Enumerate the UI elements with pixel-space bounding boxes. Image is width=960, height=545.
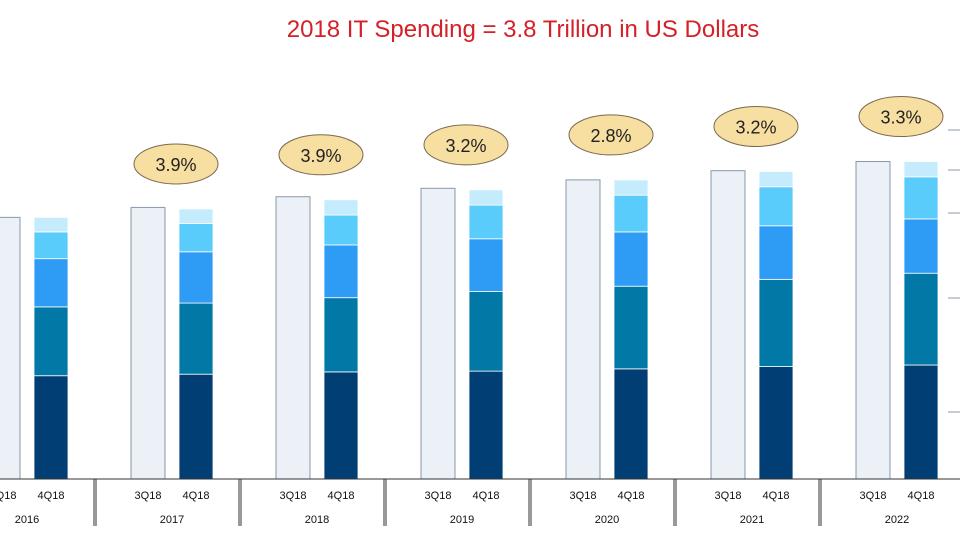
bar-4q18-2020-segment-3 (613, 231, 649, 287)
bar-3q18-2021 (710, 170, 746, 480)
growth-label-2017: 3.9% (155, 155, 196, 175)
bar-4q18-2018-segment-4 (323, 214, 359, 246)
year-label-2019: 2019 (450, 514, 474, 526)
bar-4q18-2016-segment-3 (33, 258, 69, 308)
year-label-2018: 2018 (305, 514, 329, 526)
bar-4q18-2022-segment-4 (903, 176, 939, 220)
bar-4q18-2017-segment-1 (178, 373, 214, 480)
tick-label-4q18-2018: 4Q18 (328, 490, 355, 502)
bar-4q18-2017-segment-2 (178, 302, 214, 375)
bar-4q18-2017-segment-4 (178, 223, 214, 253)
tick-label-4q18-2017: 4Q18 (183, 490, 210, 502)
growth-bubble-2018 (278, 134, 364, 176)
year-label-2021: 2021 (740, 514, 764, 526)
bar-3q18-2017 (130, 206, 166, 480)
bar-4q18-2018-segment-5 (323, 199, 359, 216)
bar-4q18-2020-segment-2 (613, 285, 649, 370)
growth-label-2022: 3.3% (880, 108, 921, 128)
bar-4q18-2022-segment-1 (903, 364, 939, 480)
bar-4q18-2021-segment-2 (758, 278, 794, 367)
growth-bubble-2017 (133, 143, 219, 185)
year-label-2017: 2017 (160, 514, 184, 526)
tick-label-3q18-2018: 3Q18 (280, 490, 307, 502)
tick-label-4q18-2019: 4Q18 (473, 490, 500, 502)
bar-4q18-2019-segment-1 (468, 370, 504, 480)
bar-4q18-2021-segment-5 (758, 171, 794, 188)
growth-bubble-2021 (713, 105, 799, 147)
bar-4q18-2016-segment-1 (33, 375, 69, 480)
tick-label-3q18-2022: 3Q18 (860, 490, 887, 502)
bar-4q18-2021-segment-4 (758, 186, 794, 227)
bar-4q18-2022-segment-5 (903, 161, 939, 178)
bar-3q18-2022 (855, 161, 891, 480)
tick-label-4q18-2016: 4Q18 (38, 490, 65, 502)
bar-4q18-2017-segment-5 (178, 208, 214, 224)
tick-label-3q18-2016: 3Q18 (0, 490, 16, 502)
bar-4q18-2019-segment-3 (468, 238, 504, 292)
growth-label-2021: 3.2% (735, 117, 776, 137)
tick-label-4q18-2021: 4Q18 (763, 490, 790, 502)
bar-4q18-2016-segment-5 (33, 216, 69, 233)
bar-3q18-2018 (275, 196, 311, 480)
growth-label-2020: 2.8% (590, 126, 631, 146)
year-label-2020: 2020 (595, 514, 619, 526)
bar-4q18-2019-segment-5 (468, 189, 504, 206)
bar-4q18-2016-segment-2 (33, 306, 69, 377)
tick-label-3q18-2020: 3Q18 (570, 490, 597, 502)
tick-label-4q18-2022: 4Q18 (908, 490, 935, 502)
bar-4q18-2020-segment-1 (613, 368, 649, 480)
tick-label-3q18-2019: 3Q18 (425, 490, 452, 502)
growth-label-2019: 3.2% (445, 136, 486, 156)
bar-3q18-2020 (565, 179, 601, 480)
tick-label-4q18-2020: 4Q18 (618, 490, 645, 502)
growth-bubble-2019 (423, 124, 509, 166)
bar-4q18-2022-segment-2 (903, 272, 939, 366)
bar-3q18-2016 (0, 216, 21, 480)
chart-title: 2018 IT Spending = 3.8 Trillion in US Do… (286, 16, 760, 43)
bar-4q18-2022-segment-3 (903, 218, 939, 274)
bar-4q18-2021-segment-3 (758, 225, 794, 280)
bar-4q18-2021-segment-1 (758, 366, 794, 480)
bar-3q18-2019 (420, 187, 456, 480)
bar-4q18-2019-segment-4 (468, 204, 504, 240)
bar-4q18-2020-segment-5 (613, 179, 649, 196)
year-label-2016: 2016 (15, 514, 39, 526)
growth-label-2018: 3.9% (300, 146, 341, 166)
bar-4q18-2017-segment-3 (178, 251, 214, 304)
bar-4q18-2016-segment-4 (33, 231, 69, 260)
bar-4q18-2019-segment-2 (468, 291, 504, 372)
tick-label-3q18-2017: 3Q18 (135, 490, 162, 502)
growth-bubble-2022 (858, 96, 944, 138)
tick-label-3q18-2021: 3Q18 (715, 490, 742, 502)
bar-4q18-2018-segment-2 (323, 297, 359, 373)
year-label-2022: 2022 (885, 514, 909, 526)
bar-4q18-2020-segment-4 (613, 194, 649, 233)
bar-4q18-2018-segment-3 (323, 244, 359, 299)
bar-4q18-2018-segment-1 (323, 371, 359, 480)
growth-bubble-2020 (568, 114, 654, 156)
